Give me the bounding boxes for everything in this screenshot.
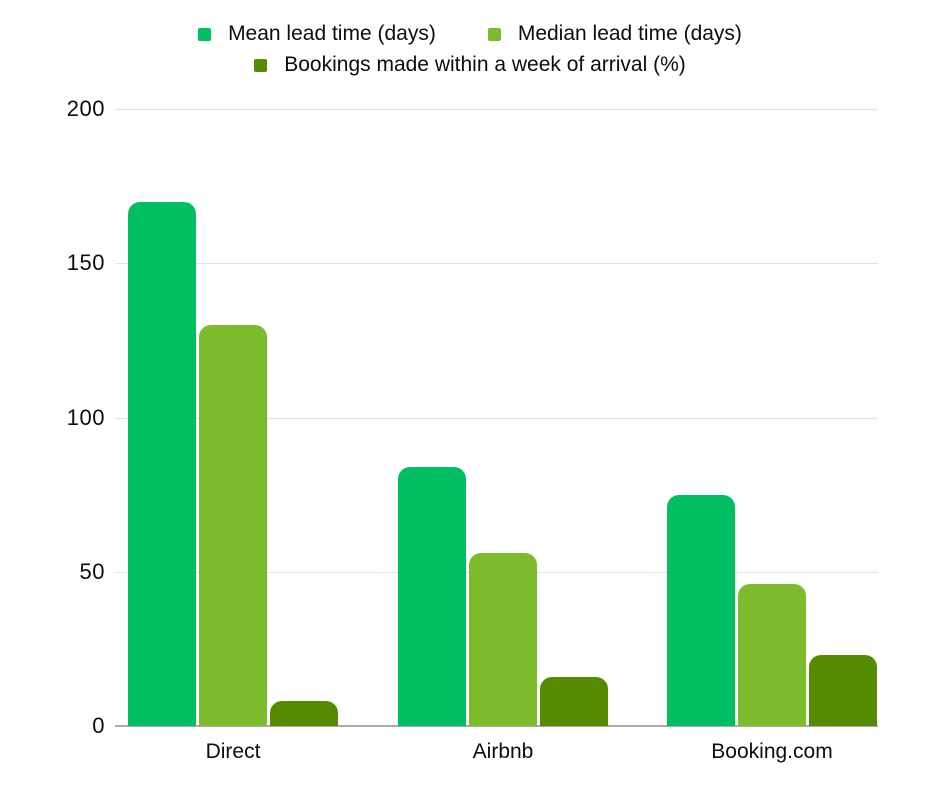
legend-label-mean: Mean lead time (days) — [228, 22, 436, 45]
x-axis-tick-label: Airbnb — [472, 740, 534, 763]
bar — [667, 494, 735, 726]
legend-item-mean: Mean lead time (days) — [198, 22, 436, 46]
legend-swatch-median-icon — [487, 27, 501, 41]
gridline — [115, 417, 878, 419]
x-axis-line — [115, 725, 878, 727]
bar — [270, 701, 338, 726]
y-axis-tick-label: 0 — [92, 713, 105, 738]
legend-item-median: Median lead time (days) — [487, 22, 742, 46]
x-axis-tick-label: Booking.com — [711, 740, 833, 763]
legend-swatch-mean-icon — [198, 27, 212, 41]
bar — [199, 324, 267, 726]
bar — [469, 553, 537, 726]
bar — [540, 676, 608, 726]
legend-label-median: Median lead time (days) — [517, 22, 742, 45]
x-axis-tick-label: Direct — [205, 740, 261, 763]
legend-row-1: Mean lead time (days) Median lead time (… — [198, 22, 742, 46]
y-axis-tick-label: 200 — [66, 96, 105, 121]
legend-row-2: Bookings made within a week of arrival (… — [254, 53, 686, 77]
bar — [398, 466, 466, 726]
legend-item-week-bookings: Bookings made within a week of arrival (… — [254, 53, 686, 77]
bar — [738, 584, 806, 726]
gridline — [115, 109, 878, 110]
gridline — [115, 263, 878, 265]
legend-label-week-bookings: Bookings made within a week of arrival (… — [284, 53, 686, 76]
y-axis-tick-label: 100 — [66, 404, 105, 430]
legend-swatch-week-bookings-icon — [254, 58, 268, 72]
y-axis-tick-label: 150 — [66, 250, 105, 276]
y-axis-tick-label: 50 — [79, 558, 105, 584]
bar — [809, 655, 877, 726]
legend: Mean lead time (days) Median lead time (… — [0, 22, 940, 77]
bar — [128, 201, 196, 726]
